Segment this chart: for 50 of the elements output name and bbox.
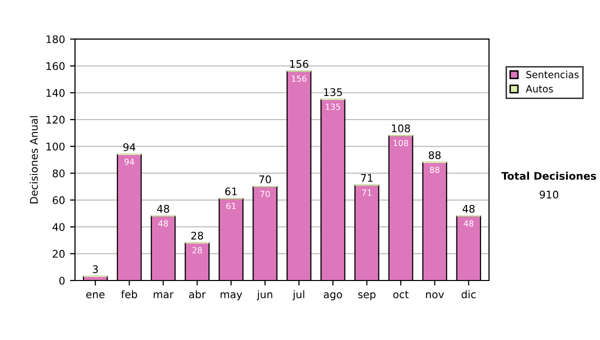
data-label: 108 bbox=[394, 140, 408, 146]
total-label: 28 bbox=[191, 232, 204, 240]
x-tick-label: mar bbox=[154, 292, 174, 298]
total-label: 70 bbox=[259, 175, 271, 184]
text: 910 bbox=[540, 190, 558, 199]
x-tick-label: jun bbox=[256, 290, 272, 300]
text: Total Decisiones bbox=[501, 172, 596, 180]
x-tick-label: nov bbox=[426, 292, 444, 298]
y-tick-label: 60 bbox=[52, 196, 65, 204]
x-tick-label: may bbox=[220, 292, 242, 300]
total-label: 48 bbox=[462, 204, 475, 213]
total-label: 48 bbox=[157, 204, 170, 213]
data-label: 135 bbox=[326, 104, 340, 110]
x-tick-label: oct bbox=[393, 290, 409, 298]
data-label: 156 bbox=[292, 75, 306, 82]
data-label: 48 bbox=[464, 220, 474, 227]
total-label: 3 bbox=[92, 265, 98, 274]
y-tick-label: 100 bbox=[46, 142, 65, 150]
y-tick-label: 20 bbox=[52, 250, 65, 258]
x-tick-label: sep bbox=[358, 292, 376, 300]
total-label: 94 bbox=[123, 143, 136, 152]
data-label: 61 bbox=[226, 202, 236, 210]
data-label: 71 bbox=[362, 190, 372, 196]
y-axis-title: Decisiones Anual bbox=[30, 116, 38, 204]
data-label: 28 bbox=[192, 247, 202, 254]
data-label: 94 bbox=[124, 158, 134, 165]
total-label: 88 bbox=[428, 151, 441, 160]
x-tick-label: ago bbox=[324, 292, 342, 300]
total-label: 135 bbox=[324, 88, 342, 96]
x-tick-label: dic bbox=[462, 290, 476, 298]
total-label: 61 bbox=[225, 187, 237, 196]
y-tick-label: 140 bbox=[46, 88, 65, 97]
total-label: 156 bbox=[290, 60, 308, 68]
y-tick-label: 0 bbox=[59, 276, 65, 285]
x-tick-label: ene bbox=[86, 292, 105, 298]
x-tick-label: feb bbox=[121, 290, 138, 298]
y-tick-label: 80 bbox=[52, 169, 65, 178]
y-tick-label: 160 bbox=[46, 62, 65, 70]
y-tick-label: 120 bbox=[46, 116, 65, 124]
data-label: 88 bbox=[430, 166, 440, 173]
y-tick-label: 40 bbox=[52, 223, 65, 231]
total-label: 108 bbox=[392, 124, 410, 132]
y-tick-label: 180 bbox=[46, 35, 65, 44]
legend-label: Sentencias bbox=[526, 70, 579, 78]
total-label: 71 bbox=[361, 174, 372, 182]
data-label: 48 bbox=[158, 220, 168, 227]
legend-label: Autos bbox=[526, 85, 553, 93]
data-label: 70 bbox=[260, 190, 270, 198]
x-tick-label: abr bbox=[189, 290, 206, 298]
x-tick-label: jul bbox=[292, 290, 304, 300]
